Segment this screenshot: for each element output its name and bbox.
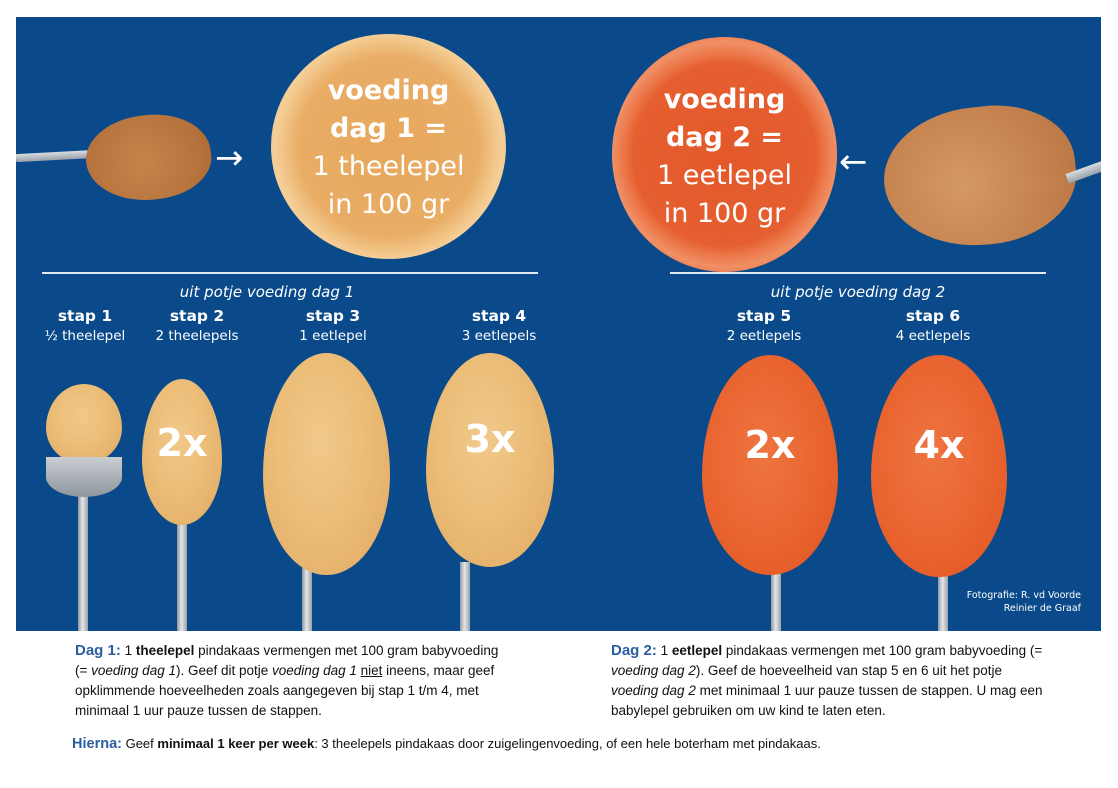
jar-day2-line2: dag 2 =: [665, 122, 784, 153]
text: ). Geef dit potje: [175, 663, 273, 678]
jar-day2-line3: 1 eetlepel: [657, 160, 792, 191]
jar-day2-line4: in 100 gr: [663, 198, 786, 229]
jar-day1-line3: 1 theelepel: [312, 151, 465, 182]
spoon-step-5-image: [702, 355, 838, 575]
jar-day1-image: voeding dag 1 = 1 theelepel in 100 gr: [271, 34, 506, 259]
peanut-butter-teaspoon-image: [80, 106, 217, 209]
peanut-butter-tablespoon-image: [877, 97, 1083, 255]
instructions-after: Hierna: Geef minimaal 1 keer per week: 3…: [72, 736, 821, 752]
step-5-multiplier: 2x: [744, 423, 796, 467]
spoon-stem: [302, 567, 312, 631]
divider-day1: [42, 272, 538, 274]
jar-day1-line4: in 100 gr: [327, 189, 450, 220]
step-1: stap 1 ½ theelepel: [30, 306, 140, 346]
jar-day2-label: voeding dag 2 = 1 eetlepel in 100 gr: [612, 81, 837, 233]
photo-credit-line2: Reinier de Graaf: [1003, 603, 1081, 614]
jar-day1-label: voeding dag 1 = 1 theelepel in 100 gr: [271, 72, 506, 224]
text: babylepel gebruiken om uw kind te laten …: [611, 703, 886, 718]
instructions-day2: Dag 2: 1 eetlepel pindakaas vermengen me…: [611, 641, 1101, 721]
emphasis: eetlepel: [671, 643, 723, 658]
step-3: stap 3 1 eetlepel: [278, 306, 388, 346]
photo-credit-line1: Fotografie: R. vd Voorde: [966, 590, 1081, 601]
jar-day1-line2: dag 1 =: [329, 113, 448, 144]
photo-credit: Fotografie: R. vd Voorde Reinier de Graa…: [967, 589, 1081, 615]
step-6-amount: 4 eetlepels: [895, 328, 971, 344]
spoon-step-1-image: [46, 384, 122, 464]
step-6-multiplier: 4x: [913, 423, 965, 467]
text: : 3 theelepels pindakaas door zuigelinge…: [314, 736, 821, 751]
step-5: stap 5 2 eetlepels: [709, 306, 819, 346]
text: pindakaas vermengen met 100 gram babyvoe…: [194, 643, 499, 658]
arrow-right-icon: →: [215, 138, 244, 178]
arrow-left-icon: ←: [839, 142, 868, 182]
emphasis-underline: niet: [360, 663, 383, 678]
spoon-stem: [771, 572, 781, 631]
step-2-amount: 2 theelepels: [155, 328, 239, 344]
step-3-amount: 1 eetlepel: [299, 328, 367, 344]
text: 1: [656, 643, 672, 658]
spoon-step-4-image: [426, 353, 554, 567]
step-3-title: stap 3: [305, 307, 361, 325]
spoon-step-2-image: [142, 379, 222, 525]
step-4-multiplier: 3x: [464, 417, 516, 461]
text: minimaal 1 uur pauze tussen de stappen.: [75, 703, 322, 718]
step-4: stap 4 3 eetlepels: [444, 306, 554, 346]
jar-day2-image: voeding dag 2 = 1 eetlepel in 100 gr: [612, 37, 837, 272]
text: opklimmende hoeveelheden zoals aangegeve…: [75, 683, 479, 698]
step-1-amount: ½ theelepel: [44, 328, 126, 344]
instructions-day1: Dag 1: 1 theelepel pindakaas vermengen m…: [75, 641, 585, 721]
step-2: stap 2 2 theelepels: [142, 306, 252, 346]
spoon-stem: [938, 572, 948, 631]
divider-day2: [670, 272, 1046, 274]
spoon-step-3-image: [263, 353, 390, 575]
subtitle-day1: uit potje voeding dag 1: [179, 283, 355, 301]
emphasis: voeding dag 1: [272, 663, 357, 678]
spoon-handle-icon: [16, 149, 97, 163]
emphasis: voeding dag 2: [611, 663, 696, 678]
step-6-title: stap 6: [905, 307, 961, 325]
step-4-amount: 3 eetlepels: [461, 328, 537, 344]
jar-day1-line1: voeding: [327, 75, 450, 106]
infographic-panel: → voeding dag 1 = 1 theelepel in 100 gr …: [16, 17, 1101, 631]
emphasis: minimaal 1 keer per week: [157, 736, 315, 751]
subtitle-day2: uit potje voeding dag 2: [770, 283, 946, 301]
day2-label: Dag 2:: [611, 642, 657, 659]
spoon-step-6-image: [871, 355, 1007, 577]
text: ). Geef de hoeveelheid van stap 5 en 6 u…: [695, 663, 1003, 678]
step-6: stap 6 4 eetlepels: [878, 306, 988, 346]
spoon-stem: [460, 562, 470, 631]
step-5-title: stap 5: [736, 307, 792, 325]
text: met minimaal 1 uur pauze tussen de stapp…: [695, 683, 1043, 698]
spoon-bowl-metal: [46, 457, 122, 497]
step-2-multiplier: 2x: [156, 421, 208, 465]
day1-label: Dag 1:: [75, 642, 121, 659]
step-2-title: stap 2: [169, 307, 225, 325]
text: pindakaas vermengen met 100 gram babyvoe…: [722, 643, 1043, 658]
emphasis: voeding dag 2: [611, 683, 696, 698]
spoon-stem: [177, 517, 187, 631]
text: ineens, maar geef: [382, 663, 495, 678]
emphasis: voeding dag 1: [91, 663, 176, 678]
text: Geef: [121, 736, 158, 751]
text: 1: [120, 643, 136, 658]
text: (=: [75, 663, 92, 678]
jar-day2-line1: voeding: [663, 84, 786, 115]
step-1-title: stap 1: [57, 307, 113, 325]
after-label: Hierna:: [72, 736, 122, 752]
step-4-title: stap 4: [471, 307, 527, 325]
emphasis: theelepel: [135, 643, 195, 658]
spoon-stem: [78, 487, 88, 631]
step-5-amount: 2 eetlepels: [726, 328, 802, 344]
